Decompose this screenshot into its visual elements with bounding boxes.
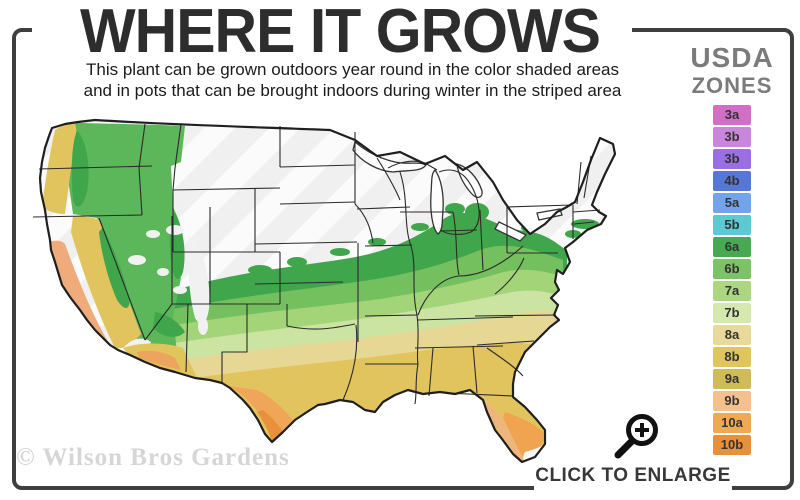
legend-zone-8a: 8a bbox=[713, 325, 751, 345]
usda-zones-legend: USDA ZONES 3a 3b 3b 4b 5a 5b 6a 6b 7a 7b 8a 8b 9a 9b 1… bbox=[676, 44, 788, 457]
legend-zone-8b: 8b bbox=[713, 347, 751, 367]
legend-zone-5a: 5a bbox=[713, 193, 751, 213]
legend-title: USDA ZONES bbox=[676, 44, 788, 97]
map-watermark: © Wilson Bros Gardens bbox=[16, 444, 290, 471]
us-zone-map-svg bbox=[32, 118, 617, 464]
us-zone-map[interactable] bbox=[25, 112, 625, 468]
click-to-enlarge-label[interactable]: CLICK TO ENLARGE bbox=[535, 465, 731, 486]
map-outline bbox=[38, 118, 617, 464]
legend-zone-6b: 6b bbox=[713, 259, 751, 279]
subtitle-line-2: and in pots that can be brought indoors … bbox=[83, 80, 622, 100]
frame-gap-bottom bbox=[534, 476, 732, 490]
legend-zone-6a: 6a bbox=[713, 237, 751, 257]
zoom-in-magnifier-icon[interactable] bbox=[608, 408, 666, 466]
legend-zone-4b: 4b bbox=[713, 171, 751, 191]
legend-zone-10a: 10a bbox=[713, 413, 751, 433]
legend-zone-list: 3a 3b 3b 4b 5a 5b 6a 6b 7a 7b 8a 8b 9a 9b 10a 10b bbox=[676, 105, 788, 455]
legend-zone-5b: 5b bbox=[713, 215, 751, 235]
legend-zone-3a: 3a bbox=[713, 105, 751, 125]
page-title: WHERE IT GROWS bbox=[79, 0, 601, 66]
legend-zone-3b: 3b bbox=[713, 127, 751, 147]
legend-title-zones: ZONES bbox=[691, 73, 773, 98]
legend-zone-7b: 7b bbox=[713, 303, 751, 323]
frame-gap-top bbox=[32, 24, 632, 38]
legend-zone-10b: 10b bbox=[713, 435, 751, 455]
subtitle: This plant can be grown outdoors year ro… bbox=[30, 60, 675, 101]
legend-zone-9a: 9a bbox=[713, 369, 751, 389]
map-lakes bbox=[352, 140, 563, 242]
legend-zone-7a: 7a bbox=[713, 281, 751, 301]
legend-zone-9b: 9b bbox=[713, 391, 751, 411]
legend-zone-3b: 3b bbox=[713, 149, 751, 169]
subtitle-line-1: This plant can be grown outdoors year ro… bbox=[86, 60, 619, 79]
legend-title-usda: USDA bbox=[690, 42, 774, 73]
